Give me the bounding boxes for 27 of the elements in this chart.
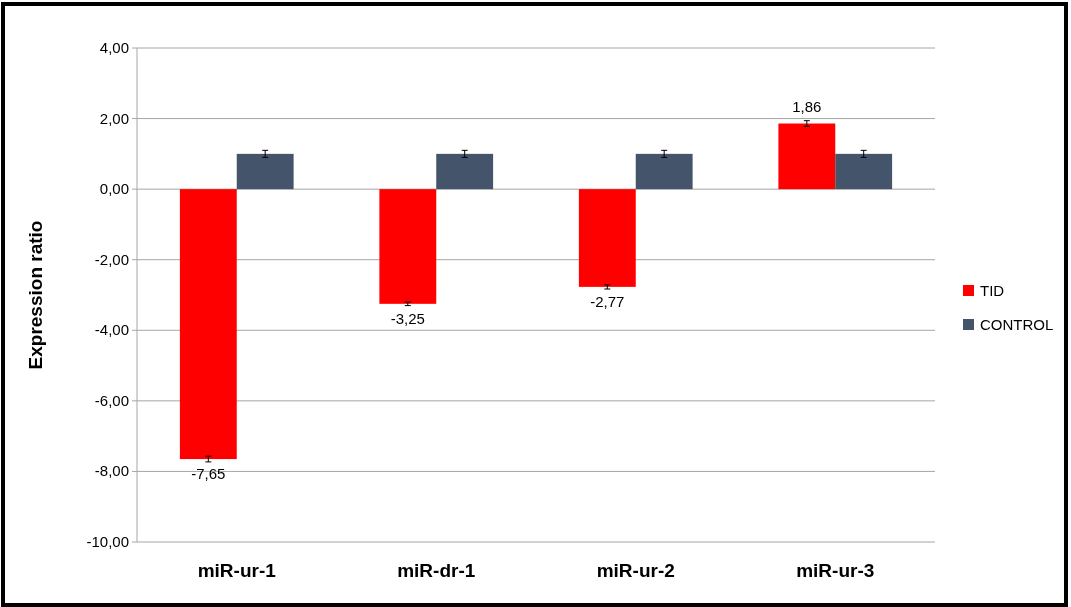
- legend-label: CONTROL: [980, 316, 1054, 333]
- bar: [778, 123, 836, 190]
- y-tick-label: -4,00: [94, 321, 129, 339]
- x-tick-label: miR-ur-2: [596, 560, 675, 581]
- bar: [179, 189, 237, 460]
- bar: [236, 153, 294, 190]
- x-tick-label: miR-ur-3: [796, 560, 875, 581]
- bar: [578, 189, 636, 287]
- bar: [635, 153, 693, 190]
- legend-label: TID: [980, 282, 1005, 299]
- y-axis-title: Expression ratio: [25, 220, 46, 370]
- bar: [379, 189, 437, 304]
- y-tick-label: -8,00: [94, 462, 129, 480]
- y-tick-label: -2,00: [94, 250, 129, 268]
- y-tick-label: 2,00: [99, 109, 129, 127]
- bar: [835, 153, 893, 190]
- y-tick-label: -6,00: [94, 391, 129, 409]
- x-tick-label: miR-ur-1: [197, 560, 277, 581]
- y-tick-label: -10,00: [86, 533, 129, 550]
- data-label: 1,86: [792, 97, 822, 115]
- data-label: -7,65: [191, 465, 226, 483]
- y-tick-label: 4,00: [99, 39, 129, 56]
- x-tick-label: miR-dr-1: [397, 560, 476, 581]
- bar: [436, 153, 494, 190]
- data-label: -2,77: [590, 292, 625, 310]
- data-label: -3,25: [390, 309, 425, 327]
- y-tick-label: 0,00: [99, 180, 129, 198]
